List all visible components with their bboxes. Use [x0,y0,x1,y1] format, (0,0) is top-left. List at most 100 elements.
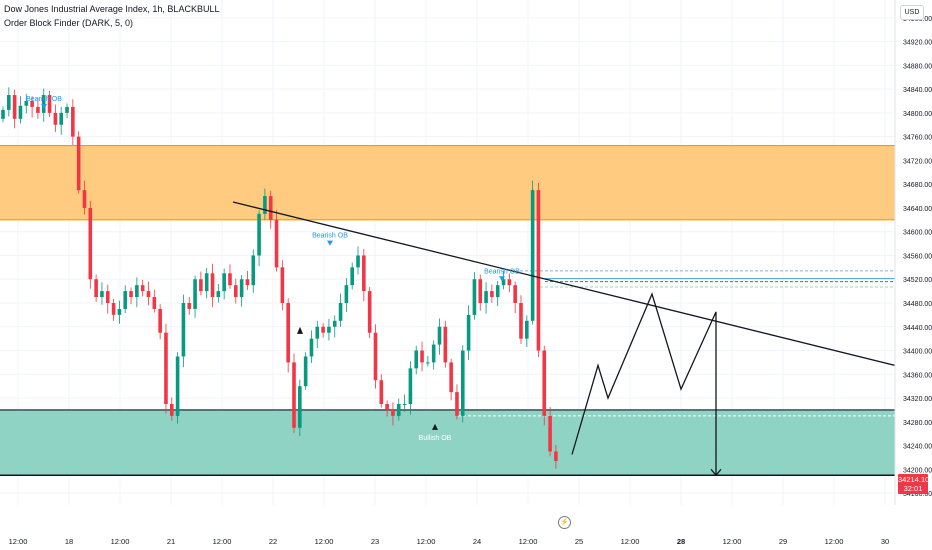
candle-body [309,338,314,357]
candle-body [146,291,151,298]
time-tick-label: 29 [779,537,787,546]
candle-body [140,285,145,292]
last-price-label: 34214.10 32:01 [898,474,930,494]
projection-path [571,292,717,476]
price-tick-label: 34920.00 [903,40,932,47]
candle-body [495,285,500,298]
price-tick-label: 34320.00 [903,396,932,403]
candle-body [123,291,128,309]
candle-body [187,303,192,309]
candle-body [245,279,250,286]
bearish-ob-marker [41,104,47,109]
demand-zone [0,409,895,476]
candle-body [7,95,11,110]
bullish-ob-label: Bullish OB [419,435,452,442]
price-axis[interactable]: 34960.0034920.0034880.0034840.0034800.00… [894,0,932,505]
candle-body [36,106,40,113]
candle-body [53,112,58,125]
candle-body [18,105,23,119]
candle-body [501,279,506,286]
candle-body [402,404,407,405]
candle-body [204,273,209,292]
price-tick-label: 34880.00 [903,63,932,70]
time-tick-label: 12:00 [825,537,844,546]
price-tick-label: 34560.00 [903,253,932,260]
candle-body [12,95,17,119]
symbol-title[interactable]: Dow Jones Industrial Average Index, 1h, … [4,4,220,14]
candle-body [344,285,349,303]
candle-body [292,362,296,428]
candle-body [362,255,366,292]
price-tick-label: 34480.00 [903,301,932,308]
candle-body [420,350,424,363]
time-tick-label: 12:00 [417,537,436,546]
descending-trendline [232,201,896,367]
lightning-icon[interactable]: ⚡ [558,516,571,529]
candle-body [181,303,186,357]
time-tick-label: 23 [371,537,379,546]
price-tick-label: 34280.00 [903,420,932,427]
price-tick-label: 34720.00 [903,158,932,165]
candle-body [315,326,320,339]
price-tick-label: 34760.00 [903,135,932,142]
candle-body [513,285,517,303]
time-axis[interactable]: 12:00 18 12:00 21 12:00 22 12:00 23 12:00 24 12:00… [9,537,890,546]
projection-arrowhead [710,468,722,477]
candle-body [111,303,116,315]
candle-body [303,356,308,387]
last-price-value: 34214.10 [898,475,930,484]
currency-button[interactable]: USD [900,5,924,20]
candle-body [216,291,221,298]
time-tick-label: 12:00 [9,537,28,546]
candle-body [30,101,34,107]
candle-body [158,308,162,333]
candle-body [321,326,325,333]
candle-body [373,332,378,381]
candle-body [542,350,547,416]
candle-body [105,291,110,303]
bearish-ob-label: Bearish OB [484,268,520,275]
price-tick-label: 34600.00 [903,230,932,237]
candle-body [426,362,430,364]
candle-body [210,273,215,298]
candle-body [65,106,69,113]
candle-body [431,344,436,363]
candle-body [391,409,395,416]
time-tick-label: 18 [65,537,73,546]
price-tick-label: 34640.00 [903,206,932,213]
candle-body [228,273,232,286]
price-tick-label: 34840.00 [903,87,932,94]
candle-body [460,350,465,416]
bearish-ob-marker [499,276,505,282]
candle-body [239,279,244,298]
price-tick-label: 34440.00 [903,325,932,332]
candle-body [193,279,197,309]
price-tick-label: 34800.00 [903,111,932,118]
candle-body [332,320,337,327]
bearish-ob-marker [327,240,333,246]
candle-body [408,368,413,404]
candle-body [71,106,75,137]
time-tick-label: 25 [575,537,583,546]
candle-body [507,279,512,286]
price-tick-label: 34200.00 [903,467,932,474]
candle-body [530,190,535,321]
time-tick-label: 12:00 [621,537,640,546]
candle-body [367,291,372,333]
candle-body [117,308,122,315]
candle-body [525,320,529,339]
candle-body [443,326,448,363]
candle-body [350,267,354,286]
candle-body [41,95,46,113]
candle-body [455,392,459,416]
order-block-zones [0,144,895,477]
candle-body [536,190,541,351]
candles [1,87,558,469]
candle-body [478,279,483,303]
candle-body [1,109,5,119]
candle-body [59,112,63,125]
candle-body [24,101,29,106]
trend-drawings [232,201,896,477]
indicator-legend[interactable]: Order Block Finder (DARK, 5, 0) [4,18,134,28]
